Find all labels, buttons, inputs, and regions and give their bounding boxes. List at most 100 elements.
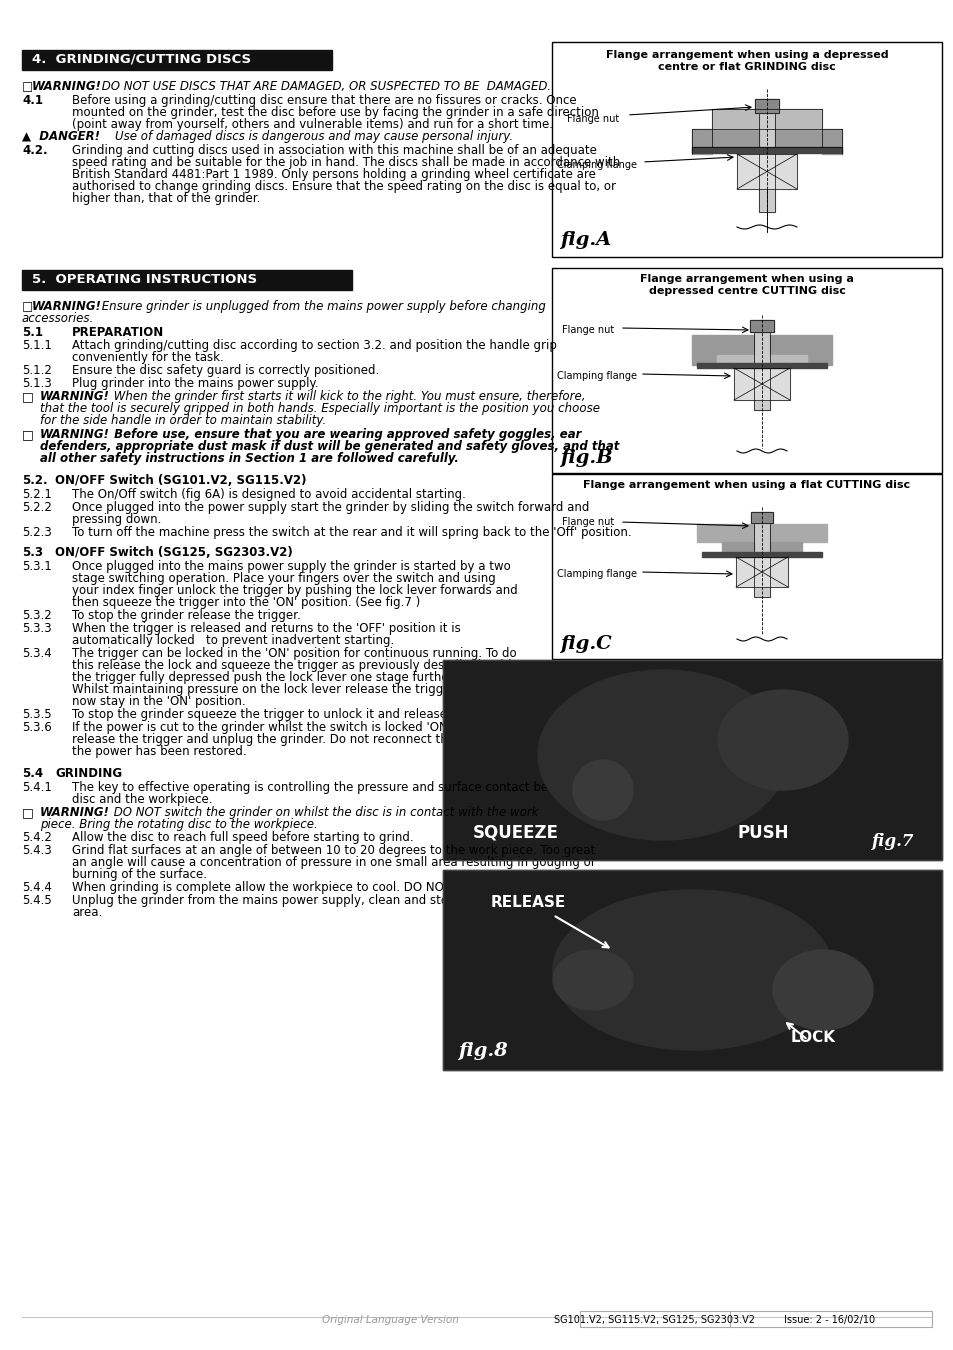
Text: ▲  DANGER!: ▲ DANGER! bbox=[22, 130, 104, 143]
Bar bbox=[735, 558, 787, 587]
Text: 4.  GRINDING/CUTTING DISCS: 4. GRINDING/CUTTING DISCS bbox=[32, 53, 251, 66]
Bar bbox=[735, 558, 787, 587]
Polygon shape bbox=[769, 355, 806, 364]
Text: RELEASE: RELEASE bbox=[490, 895, 565, 910]
Text: PREPARATION: PREPARATION bbox=[71, 325, 164, 339]
Text: 5.2.2: 5.2.2 bbox=[22, 501, 51, 514]
Text: 4.1: 4.1 bbox=[22, 95, 43, 107]
Text: To stop the grinder squeeze the trigger to unlock it and release the trigger.: To stop the grinder squeeze the trigger … bbox=[71, 707, 517, 721]
Text: Flange arrangement when using a
depressed centre CUTTING disc: Flange arrangement when using a depresse… bbox=[639, 274, 853, 297]
Ellipse shape bbox=[553, 950, 633, 1010]
Text: stage switching operation. Place your fingers over the switch and using: stage switching operation. Place your fi… bbox=[71, 572, 496, 585]
Text: WARNING!: WARNING! bbox=[40, 390, 110, 404]
Polygon shape bbox=[701, 552, 821, 558]
Bar bbox=[753, 512, 769, 597]
Bar bbox=[737, 154, 796, 189]
Text: 5.2.3: 5.2.3 bbox=[22, 526, 51, 539]
Text: fig.A: fig.A bbox=[559, 231, 611, 248]
Text: 5.4.2: 5.4.2 bbox=[22, 832, 51, 844]
Text: Attach grinding/cutting disc according to section 3.2. and position the handle g: Attach grinding/cutting disc according t… bbox=[71, 339, 557, 352]
Text: 5.3.1: 5.3.1 bbox=[22, 560, 51, 572]
Text: 2: 2 bbox=[627, 725, 648, 755]
Text: PUSH: PUSH bbox=[738, 824, 789, 842]
Text: 5.3.2: 5.3.2 bbox=[22, 609, 51, 622]
Text: Original Language Version: Original Language Version bbox=[321, 1315, 458, 1324]
Bar bbox=[737, 154, 796, 189]
Bar bbox=[442, 660, 941, 860]
Text: conveniently for the task.: conveniently for the task. bbox=[71, 351, 224, 364]
Text: release the trigger and unplug the grinder. Do not reconnect the grinder until y: release the trigger and unplug the grind… bbox=[71, 733, 638, 747]
Text: 4.2.: 4.2. bbox=[22, 144, 48, 157]
Text: 5.4.4: 5.4.4 bbox=[22, 882, 51, 894]
Bar bbox=[753, 320, 769, 410]
Text: 5.1.1: 5.1.1 bbox=[22, 339, 51, 352]
Text: Grind flat surfaces at an angle of between 10 to 20 degrees to the work piece. T: Grind flat surfaces at an angle of betwe… bbox=[71, 844, 595, 857]
Text: The On/Off switch (fig 6A) is designed to avoid accidental starting.: The On/Off switch (fig 6A) is designed t… bbox=[71, 487, 465, 501]
Text: Once plugged into the power supply start the grinder by sliding the switch forwa: Once plugged into the power supply start… bbox=[71, 501, 589, 514]
Text: 5.4.5: 5.4.5 bbox=[22, 894, 51, 907]
Polygon shape bbox=[774, 130, 841, 147]
Text: (point away from yourself, others and vulnerable items) and run for a short time: (point away from yourself, others and vu… bbox=[71, 117, 553, 131]
Text: 5.2.1: 5.2.1 bbox=[22, 487, 51, 501]
Text: ON/OFF Switch (SG101.V2, SG115.V2): ON/OFF Switch (SG101.V2, SG115.V2) bbox=[55, 474, 306, 487]
Text: WARNING!: WARNING! bbox=[40, 806, 110, 819]
Text: defenders, appropriate dust mask if dust will be generated and safety gloves, an: defenders, appropriate dust mask if dust… bbox=[40, 440, 618, 454]
Text: To stop the grinder release the trigger.: To stop the grinder release the trigger. bbox=[71, 609, 300, 622]
Ellipse shape bbox=[553, 890, 832, 1050]
Bar bbox=[754, 99, 779, 113]
Text: Plug grinder into the mains power supply.: Plug grinder into the mains power supply… bbox=[71, 377, 318, 390]
Bar bbox=[749, 320, 773, 332]
Bar bbox=[442, 869, 941, 1071]
Bar bbox=[552, 269, 941, 472]
Text: 5.1.2: 5.1.2 bbox=[22, 364, 51, 377]
Text: Ensure the disc safety guard is correctly positioned.: Ensure the disc safety guard is correctl… bbox=[71, 364, 379, 377]
Bar bbox=[22, 50, 332, 70]
Text: When grinding is complete allow the workpiece to cool. DO NOT touch the hot surf: When grinding is complete allow the work… bbox=[71, 882, 585, 894]
Text: higher than, that of the grinder.: higher than, that of the grinder. bbox=[71, 192, 260, 205]
Text: accessories.: accessories. bbox=[22, 312, 94, 325]
Text: an angle will cause a concentration of pressure in one small area resulting in g: an angle will cause a concentration of p… bbox=[71, 856, 595, 869]
Text: 1: 1 bbox=[774, 755, 791, 779]
Text: pressing down.: pressing down. bbox=[71, 513, 161, 526]
Text: fig.B: fig.B bbox=[559, 450, 612, 467]
Polygon shape bbox=[769, 335, 831, 365]
Polygon shape bbox=[697, 363, 826, 369]
Bar bbox=[753, 320, 769, 410]
Bar bbox=[579, 1311, 931, 1327]
Text: 5.3.3: 5.3.3 bbox=[22, 622, 51, 634]
Text: this release the lock and squeeze the trigger as previously described. With: this release the lock and squeeze the tr… bbox=[71, 659, 516, 672]
Polygon shape bbox=[717, 355, 753, 364]
Text: all other safety instructions in Section 1 are followed carefully.: all other safety instructions in Section… bbox=[40, 452, 458, 464]
Text: Before using a grinding/cutting disc ensure that there are no fissures or cracks: Before using a grinding/cutting disc ens… bbox=[71, 95, 576, 107]
Text: authorised to change grinding discs. Ensure that the speed rating on the disc is: authorised to change grinding discs. Ens… bbox=[71, 180, 616, 193]
Bar bbox=[759, 99, 774, 212]
Bar bbox=[733, 369, 789, 400]
Text: Ensure grinder is unplugged from the mains power supply before changing: Ensure grinder is unplugged from the mai… bbox=[98, 300, 545, 313]
Text: piece. Bring the rotating disc to the workpiece.: piece. Bring the rotating disc to the wo… bbox=[40, 818, 317, 832]
Text: 5.4.3: 5.4.3 bbox=[22, 844, 51, 857]
Text: Flange nut: Flange nut bbox=[561, 325, 614, 335]
Text: now stay in the 'ON' position.: now stay in the 'ON' position. bbox=[71, 695, 245, 707]
Text: the trigger fully depressed push the lock lever one stage further forward.: the trigger fully depressed push the loc… bbox=[71, 671, 506, 684]
Text: Flange nut: Flange nut bbox=[566, 113, 618, 124]
Bar bbox=[733, 369, 789, 400]
Text: fig.C: fig.C bbox=[559, 634, 611, 653]
Text: WARNING!: WARNING! bbox=[32, 80, 102, 93]
Polygon shape bbox=[691, 147, 841, 153]
Bar bbox=[750, 512, 772, 522]
Text: Clamping flange: Clamping flange bbox=[557, 568, 637, 579]
Bar bbox=[22, 270, 352, 290]
Bar bbox=[753, 512, 769, 597]
Text: The key to effective operating is controlling the pressure and surface contact b: The key to effective operating is contro… bbox=[71, 782, 607, 794]
Text: □: □ bbox=[22, 80, 37, 93]
Ellipse shape bbox=[573, 760, 633, 819]
Text: that the tool is securely gripped in both hands. Especially important is the pos: that the tool is securely gripped in bot… bbox=[40, 402, 599, 414]
Text: 5.  OPERATING INSTRUCTIONS: 5. OPERATING INSTRUCTIONS bbox=[32, 273, 257, 286]
Text: Use of damaged discs is dangerous and may cause personal injury.: Use of damaged discs is dangerous and ma… bbox=[115, 130, 513, 143]
Text: area.: area. bbox=[71, 906, 102, 919]
Text: DO NOT USE DISCS THAT ARE DAMAGED, OR SUSPECTED TO BE  DAMAGED.: DO NOT USE DISCS THAT ARE DAMAGED, OR SU… bbox=[98, 80, 551, 93]
Text: Before use, ensure that you are wearing approved safety goggles, ear: Before use, ensure that you are wearing … bbox=[110, 428, 580, 441]
Text: Clamping flange: Clamping flange bbox=[557, 161, 637, 170]
Text: the power has been restored.: the power has been restored. bbox=[71, 745, 247, 757]
Text: □: □ bbox=[22, 300, 37, 313]
